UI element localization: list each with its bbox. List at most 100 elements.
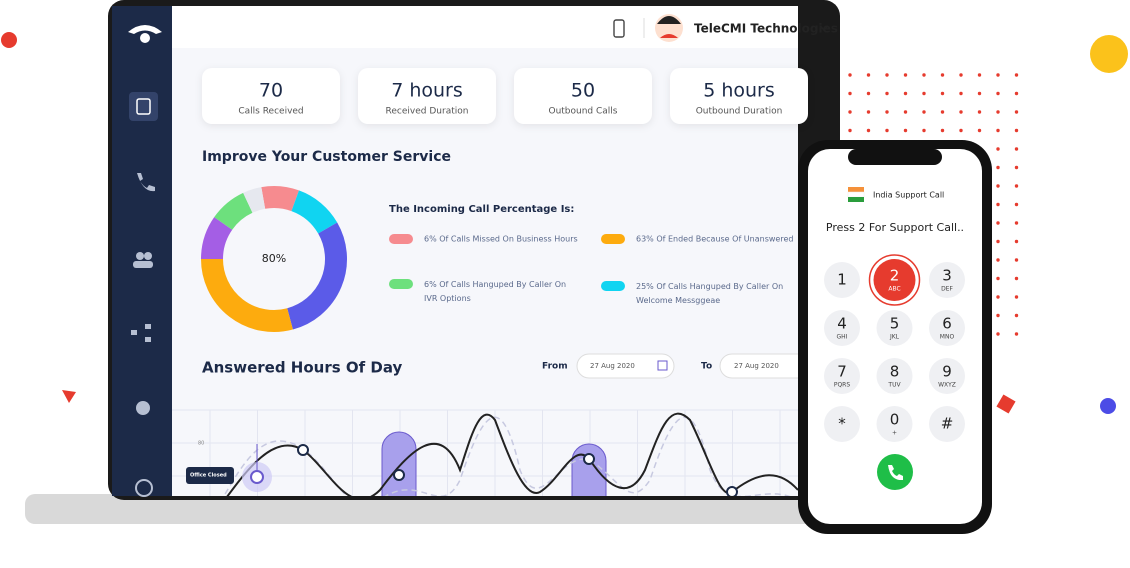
dot bbox=[996, 221, 1000, 225]
user-name: TeleCMI Technologies bbox=[694, 22, 838, 36]
dot bbox=[885, 128, 889, 133]
stat-value: 5 hours bbox=[703, 80, 775, 102]
dot bbox=[996, 110, 1000, 114]
dot bbox=[940, 91, 945, 96]
dot bbox=[922, 128, 926, 133]
key[interactable] bbox=[824, 406, 860, 442]
dot bbox=[996, 73, 1000, 77]
key[interactable] bbox=[824, 358, 860, 394]
key-digit: 7 bbox=[837, 363, 847, 381]
laptop-base bbox=[25, 494, 815, 524]
legend-swatch bbox=[601, 234, 625, 244]
stat-label: Calls Received bbox=[238, 107, 303, 117]
stat-value: 70 bbox=[259, 80, 283, 102]
dot bbox=[996, 147, 1000, 151]
dot bbox=[1014, 202, 1019, 207]
dot bbox=[866, 110, 871, 114]
key[interactable] bbox=[929, 262, 965, 298]
hours-chart: 80 Office Closed bbox=[172, 409, 798, 496]
dot bbox=[1014, 165, 1019, 170]
dot bbox=[922, 73, 926, 77]
dot bbox=[1014, 276, 1019, 281]
dot bbox=[1014, 332, 1019, 336]
key-digit: 6 bbox=[942, 315, 952, 333]
date-input[interactable] bbox=[576, 353, 675, 379]
stat-value: 50 bbox=[571, 80, 595, 102]
dot bbox=[885, 110, 889, 114]
top-bar bbox=[172, 6, 798, 48]
key[interactable] bbox=[824, 310, 860, 346]
dot bbox=[1014, 91, 1019, 96]
key[interactable] bbox=[876, 358, 913, 394]
legend-text: 25% Of Calls Hanguped By Caller On Welcom… bbox=[636, 282, 783, 305]
key[interactable] bbox=[929, 406, 965, 442]
key-digit: 2 bbox=[890, 267, 900, 285]
dot bbox=[940, 110, 945, 114]
donut-segment bbox=[201, 217, 233, 260]
dot bbox=[977, 128, 982, 133]
key[interactable] bbox=[929, 310, 965, 346]
donut-segment bbox=[214, 192, 253, 231]
donut-center: 80% bbox=[262, 252, 286, 265]
dot bbox=[866, 91, 871, 96]
key[interactable] bbox=[876, 406, 913, 442]
key-ring bbox=[868, 254, 921, 306]
legend-swatch bbox=[389, 234, 413, 244]
dot bbox=[848, 73, 852, 77]
dot bbox=[885, 91, 889, 96]
dot bbox=[959, 73, 963, 77]
dot bbox=[1014, 313, 1019, 318]
dot bbox=[1014, 239, 1019, 244]
dot bbox=[996, 239, 1000, 244]
call-button[interactable] bbox=[877, 454, 913, 490]
dot bbox=[1014, 147, 1019, 151]
key-letters: JKL bbox=[889, 334, 900, 341]
legend-text: 63% Of Ended Because Of Unanswered bbox=[636, 235, 793, 244]
key[interactable] bbox=[929, 358, 965, 394]
sidebar bbox=[112, 6, 172, 496]
key-digit: 8 bbox=[890, 363, 900, 381]
legend-text: 6% Of Calls Missed On Business Hours bbox=[424, 235, 578, 244]
from-date: 27 Aug 2020 bbox=[590, 362, 635, 370]
key-digit: 9 bbox=[942, 363, 952, 381]
key-letters: ABC bbox=[888, 286, 900, 293]
stat-label: Received Duration bbox=[386, 107, 469, 117]
key-digit: 3 bbox=[942, 267, 952, 285]
y-axis-label: 80 bbox=[198, 441, 204, 447]
section-title: Improve Your Customer Service bbox=[202, 149, 451, 165]
key-digit: * bbox=[838, 415, 846, 433]
key-digit: 1 bbox=[837, 271, 847, 289]
dot bbox=[1014, 73, 1019, 77]
dot bbox=[996, 202, 1000, 207]
dot bbox=[996, 332, 1000, 336]
dot bbox=[848, 128, 852, 133]
key-letters: MNO bbox=[940, 334, 955, 341]
dot bbox=[866, 128, 871, 133]
key-digit: 0 bbox=[890, 411, 900, 429]
key[interactable] bbox=[824, 262, 860, 298]
dot bbox=[977, 110, 982, 114]
dot bbox=[903, 91, 908, 96]
key-letters: GHI bbox=[837, 334, 848, 341]
dot bbox=[866, 73, 871, 77]
key[interactable] bbox=[873, 259, 916, 301]
stat-card bbox=[670, 68, 808, 124]
key-digit: # bbox=[941, 415, 954, 433]
dot bbox=[903, 73, 908, 77]
to-date: 27 Aug 2020 bbox=[734, 362, 779, 370]
tooltip: Office Closed bbox=[190, 473, 227, 479]
dot bbox=[1014, 258, 1019, 262]
stat-label: Outbound Calls bbox=[548, 107, 617, 117]
key-letters: TUV bbox=[887, 382, 901, 389]
dot bbox=[996, 313, 1000, 318]
dot bbox=[1014, 221, 1019, 225]
dot bbox=[977, 91, 982, 96]
dot bbox=[996, 128, 1000, 133]
key[interactable] bbox=[876, 310, 913, 346]
dot bbox=[903, 128, 908, 133]
dot bbox=[940, 128, 945, 133]
stat-label: Outbound Duration bbox=[696, 107, 783, 117]
from-label: From bbox=[542, 362, 568, 372]
dot bbox=[922, 91, 926, 96]
